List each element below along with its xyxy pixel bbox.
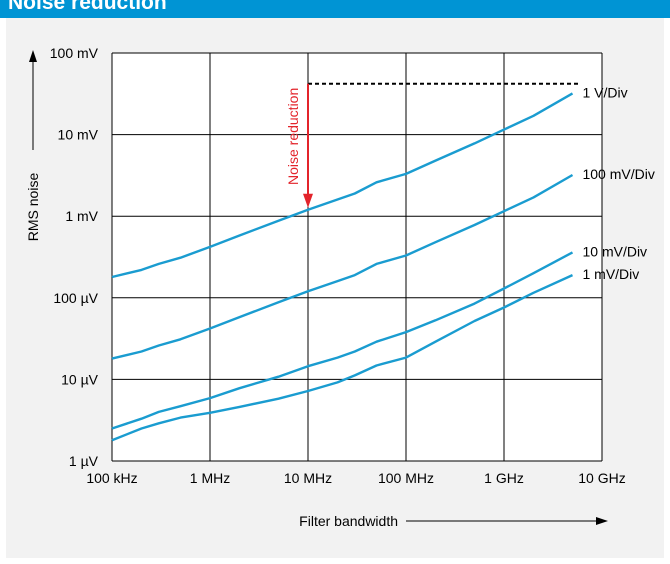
series-line-3 — [111, 251, 574, 430]
y-tick-label: 10 mV — [58, 127, 99, 143]
series-line-2 — [111, 173, 574, 360]
noise-reduction-arrowhead — [303, 193, 313, 208]
y-axis-arrowhead — [29, 50, 37, 62]
x-tick-label: 1 GHz — [484, 470, 524, 486]
x-tick-label: 10 GHz — [578, 470, 625, 486]
y-tick-label: 1 µV — [69, 453, 99, 469]
noise-reduction-label: Noise reduction — [285, 88, 301, 185]
y-tick-label: 10 µV — [61, 371, 99, 387]
x-tick-label: 100 kHz — [86, 470, 137, 486]
header-bar: Noise reduction — [0, 0, 670, 18]
x-tick-label: 1 MHz — [190, 470, 230, 486]
x-tick-label: 10 MHz — [284, 470, 332, 486]
series-label-1: 1 V/Div — [582, 84, 627, 100]
series-label-4: 1 mV/Div — [582, 266, 639, 282]
header-title: Noise reduction — [8, 0, 167, 14]
series-line-1 — [111, 92, 574, 279]
x-axis-arrowhead — [596, 517, 608, 525]
x-axis-label: Filter bandwidth — [299, 513, 398, 529]
series-label-2: 100 mV/Div — [582, 166, 654, 182]
y-tick-label: 1 mV — [65, 208, 98, 224]
x-tick-label: 100 MHz — [378, 470, 434, 486]
series-label-3: 10 mV/Div — [582, 243, 647, 259]
y-tick-label: 100 mV — [50, 45, 99, 61]
series-line-4 — [111, 274, 573, 442]
y-tick-label: 100 µV — [53, 290, 98, 306]
y-axis-label: RMS noise — [25, 173, 41, 242]
